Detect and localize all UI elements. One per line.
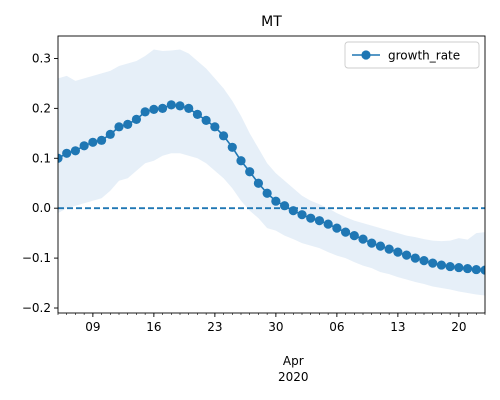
growth-rate-point: [123, 119, 133, 129]
growth-rate-point: [62, 148, 72, 158]
growth-rate-point: [279, 201, 290, 211]
growth-rate-point: [227, 142, 237, 152]
growth-rate-point: [105, 129, 115, 139]
chart-title: MT: [261, 14, 282, 30]
y-tick-label: 0.0: [32, 201, 51, 215]
growth-rate-point: [157, 103, 168, 113]
y-tick-label: −0.2: [22, 301, 51, 315]
legend-label: growth_rate: [388, 49, 460, 63]
growth-rate-point: [375, 241, 386, 251]
growth-rate-point: [340, 227, 351, 237]
growth-rate-point: [88, 137, 98, 147]
x-month-label: Apr: [283, 354, 304, 368]
growth-rate-point: [410, 253, 420, 263]
growth-rate-point: [70, 146, 81, 156]
growth-rate-point: [236, 156, 246, 166]
growth-rate-point: [166, 100, 176, 110]
x-tick-label: 13: [390, 320, 405, 334]
growth-rate-point: [314, 216, 325, 226]
legend-marker-swatch: [361, 50, 371, 60]
growth-rate-point: [323, 219, 333, 229]
plot-area: [58, 49, 485, 296]
growth-rate-point: [253, 178, 264, 188]
growth-rate-point: [210, 122, 220, 132]
x-tick-label: 16: [146, 320, 161, 334]
growth-rate-point: [184, 103, 194, 113]
growth-rate-point: [436, 260, 447, 270]
y-tick-label: 0.1: [32, 151, 51, 165]
growth-rate-point: [419, 255, 429, 266]
axes-frame: [57, 35, 486, 314]
y-tick-label: 0.3: [32, 51, 51, 65]
growth-rate-point: [114, 122, 124, 132]
growth-rate-point: [131, 114, 142, 124]
growth-rate-point: [462, 263, 473, 274]
x-tick-label: 20: [451, 320, 466, 334]
growth-rate-point: [271, 196, 281, 206]
growth-rate-point: [175, 101, 185, 111]
y-tick-label: 0.2: [32, 101, 51, 115]
growth-rate-point: [401, 250, 412, 260]
growth-rate-point: [471, 264, 481, 275]
x-tick-label: 06: [329, 320, 344, 334]
growth-rate-point: [96, 135, 107, 145]
growth-rate-point: [332, 223, 342, 233]
growth-rate-point: [218, 131, 229, 141]
growth-rate-point: [245, 167, 255, 177]
x-tick-label: 23: [207, 320, 222, 334]
x-year-label: 2020: [278, 370, 309, 384]
legend: growth_rate: [344, 41, 480, 69]
x-tick-label: 09: [85, 320, 100, 334]
growth-rate-point: [454, 262, 464, 273]
growth-rate-point: [306, 213, 316, 223]
growth-rate-point: [367, 238, 377, 248]
growth-rate-point: [445, 261, 455, 272]
growth-rate-point: [288, 206, 298, 216]
growth-rate-point: [262, 188, 272, 198]
growth-rate-point: [428, 258, 438, 268]
growth-rate-point: [297, 210, 307, 220]
growth-rate-point: [201, 115, 211, 125]
growth-rate-point: [58, 153, 63, 163]
legend-box: [344, 41, 480, 69]
growth-rate-point: [79, 141, 89, 151]
growth-rate-point: [192, 109, 203, 119]
growth-rate-point: [384, 244, 394, 254]
growth-rate-point: [358, 234, 368, 244]
x-tick-label: 30: [268, 320, 283, 334]
growth-rate-point: [480, 265, 485, 275]
growth-rate-point: [393, 247, 403, 257]
y-tick-label: −0.1: [22, 251, 51, 265]
growth-rate-point: [140, 107, 150, 117]
growth-rate-point: [349, 231, 359, 241]
growth-rate-point: [149, 104, 159, 114]
